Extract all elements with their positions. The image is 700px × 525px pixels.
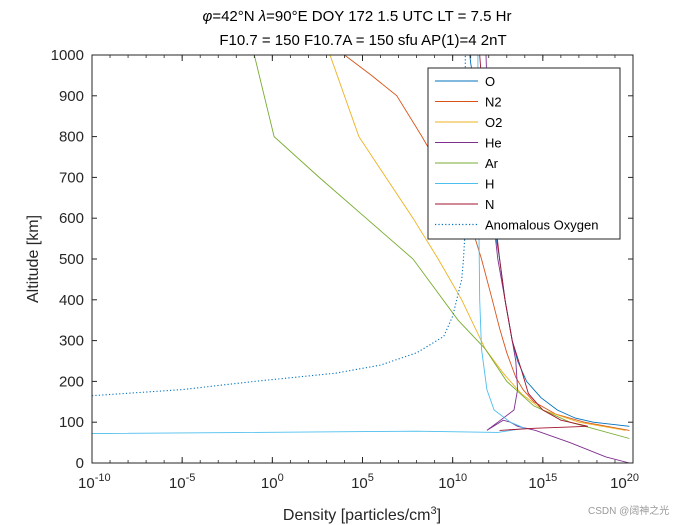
y-tick-label: 900 [59, 88, 84, 105]
y-tick-label: 400 [59, 292, 84, 309]
series-line-anomalous-oxygen [92, 55, 466, 397]
legend-label-o2: O2 [485, 115, 502, 130]
legend-label-o: O [485, 74, 495, 89]
x-tick-label: 105 [351, 472, 374, 492]
x-tick-label: 100 [261, 472, 284, 492]
y-tick-label: 1000 [51, 47, 84, 64]
title-phi: φ [203, 8, 213, 25]
watermark: CSDN @阔神之光 [588, 504, 669, 517]
y-tick-label: 200 [59, 373, 84, 390]
title-rest: =90°E DOY 172 1.5 UTC LT = 7.5 Hr [266, 8, 511, 25]
series-line-n2 [344, 55, 630, 431]
series-line-he [485, 55, 630, 463]
x-tick-label: 1010 [438, 472, 467, 492]
y-tick-label: 500 [59, 251, 84, 268]
y-tick-label: 700 [59, 169, 84, 186]
legend-label-anomalous-oxygen: Anomalous Oxygen [485, 218, 598, 233]
chart-title-line-1: φ=42°N λ=90°E DOY 172 1.5 UTC LT = 7.5 H… [203, 8, 512, 25]
legend-label-he: He [485, 136, 502, 151]
chart-title-line-2: F10.7 = 150 F10.7A = 150 sfu AP(1)=4 2nT [219, 32, 506, 49]
axis-ticks: 0 100 200 300 400 500 600 700 800 900 1000 10-10 10-… [51, 47, 639, 492]
legend-label-n: N [485, 197, 494, 212]
plot-frame [91, 54, 634, 464]
x-tick-label: 1015 [528, 472, 557, 492]
y-tick-label: 300 [59, 333, 84, 350]
y-tick-label: 600 [59, 210, 84, 227]
x-tick-label: 1020 [610, 472, 639, 492]
legend-label-n2: N2 [485, 95, 502, 110]
legend: O N2 O2 He Ar HN Anomalous Oxygen [427, 67, 621, 240]
title-lat: =42°N [212, 8, 258, 25]
series-line-o2 [329, 55, 626, 431]
title-lambda: λ [258, 8, 266, 25]
y-axis-label: Altitude [km] [25, 215, 42, 303]
legend-label-ar: Ar [485, 156, 499, 171]
x-tick-label: 10-5 [169, 472, 195, 492]
legend-label-h: H [485, 177, 494, 192]
x-axis-label: Density [particles/cm3] [283, 505, 441, 524]
legend-box [427, 67, 621, 240]
y-tick-label: 800 [59, 129, 84, 146]
y-tick-label: 0 [76, 455, 84, 472]
y-tick-label: 100 [59, 414, 84, 431]
x-tick-label: 10-10 [78, 472, 111, 492]
